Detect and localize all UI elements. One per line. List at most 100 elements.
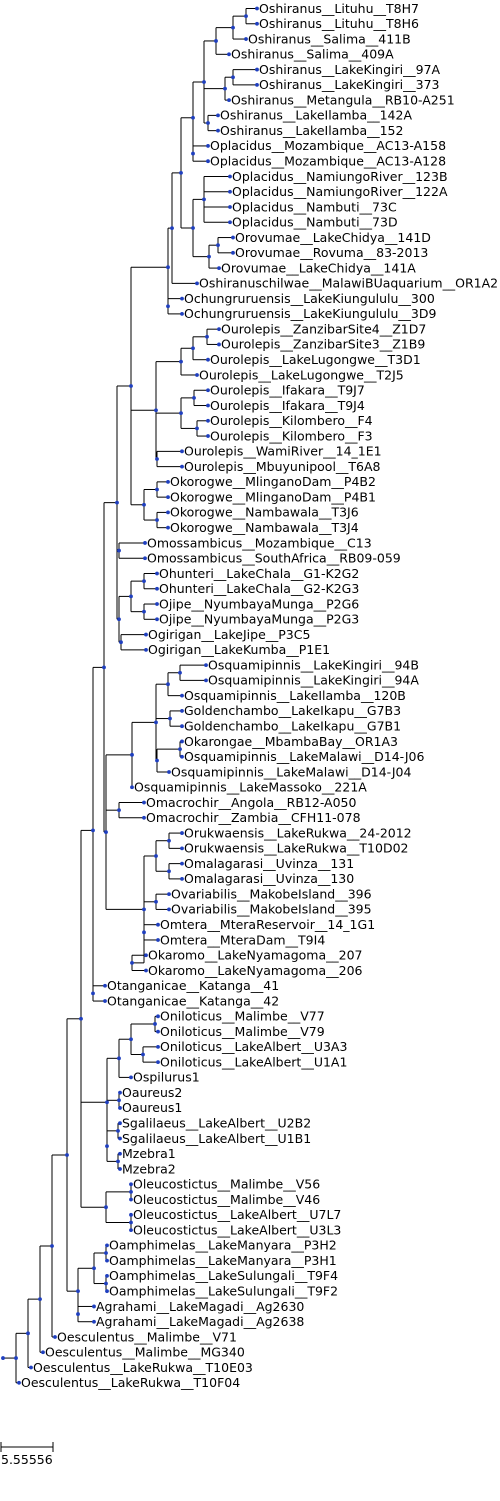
tip-label: Ourolepis__Ifakara__T9J7 xyxy=(210,383,365,398)
tree-node xyxy=(180,724,184,729)
tree-node xyxy=(76,1312,80,1316)
tree-node xyxy=(155,457,159,461)
tree-node xyxy=(231,235,235,240)
tree-node xyxy=(129,1075,133,1080)
tree-node xyxy=(206,434,210,438)
tree-node xyxy=(244,37,248,41)
tree-node xyxy=(156,922,160,927)
tip-label: Ourolepis__ZanzibarSite4__Z1D7 xyxy=(221,321,426,336)
tip-label: Oshiranus__Lituhu__T8H7 xyxy=(259,1,419,16)
tree-node xyxy=(29,1365,33,1370)
tree-node xyxy=(129,1037,133,1042)
tip-label: Orukwaensis__LakeRukwa__24-2012 xyxy=(184,825,412,840)
tree-node xyxy=(206,388,210,393)
tree-node xyxy=(105,1289,109,1294)
tip-label: Oshiranus__Salima__411B xyxy=(248,31,411,46)
tree-node xyxy=(155,518,159,522)
tree-node xyxy=(118,1167,122,1171)
tip-label: Oshiranus__LakeIlamba__152 xyxy=(220,123,403,138)
tree-node xyxy=(180,739,184,744)
tip-label: Oplacidus__NamiungoRiver__122A xyxy=(232,184,448,199)
tree-node xyxy=(102,665,106,670)
tree-node xyxy=(103,983,107,988)
tree-node xyxy=(180,296,184,301)
tree-node xyxy=(244,14,248,19)
tree-node xyxy=(155,617,159,622)
tree-node xyxy=(231,25,235,30)
tree-node xyxy=(144,953,148,958)
tree-node xyxy=(195,373,199,377)
tree-node xyxy=(129,1212,133,1217)
tree-node xyxy=(191,226,195,230)
tree-node xyxy=(204,678,208,683)
tree-node xyxy=(180,312,184,316)
tree-node xyxy=(155,571,159,576)
tip-label: Otanganicae__Katanga__41 xyxy=(107,978,279,993)
tip-label: Oaureus1 xyxy=(122,1100,182,1115)
tip-label: Oplacidus__Nambuti__73C xyxy=(232,199,397,214)
tree-node xyxy=(231,75,235,80)
tree-node xyxy=(142,579,146,584)
tree-node xyxy=(228,174,232,179)
tip-label: Oesculentus__LakeRukwa__T10E03 xyxy=(33,1360,253,1375)
tree-node xyxy=(166,510,170,515)
tree-node xyxy=(130,785,134,790)
tree-node xyxy=(227,52,231,57)
tree-node xyxy=(195,426,199,431)
tree-node xyxy=(231,250,235,255)
tip-label: Ovariabilis__MakobeIsland__395 xyxy=(171,902,372,917)
tree-node xyxy=(91,828,95,833)
tip-label: Ourolepis__Mbuyunipool__T6A8 xyxy=(184,459,381,474)
tip-label: Ourolepis__LakeLugongwe__T2J5 xyxy=(199,367,404,382)
tree-node xyxy=(130,752,134,757)
tree-node xyxy=(142,609,146,614)
tree-node xyxy=(255,67,259,72)
tip-label: Goldenchambo__LakeIkapu__G7B3 xyxy=(184,703,401,718)
tip-label: Oniloticus__Malimbe__V77 xyxy=(160,1009,325,1024)
tree-node xyxy=(227,98,231,103)
tree-nodes xyxy=(1,6,259,1385)
tip-label: Sgalilaeus__LakeAlbert__U1B1 xyxy=(122,1131,311,1146)
tree-node xyxy=(223,86,227,91)
tree-node xyxy=(179,170,183,175)
tree-node xyxy=(129,594,133,599)
tree-node xyxy=(105,1144,109,1149)
tree-node xyxy=(156,1060,160,1065)
tip-label: Ourolepis__Kilombero__F4 xyxy=(210,413,373,428)
tree-node xyxy=(178,670,182,675)
tree-node xyxy=(217,342,221,347)
tip-label: Oniloticus__LakeAlbert__U3A3 xyxy=(160,1039,347,1054)
tip-label: Orovumae__LakeChidya__141A xyxy=(221,260,416,275)
tree-node xyxy=(117,1056,121,1061)
tree-node xyxy=(180,831,184,835)
tip-label: Oesculentus__Malimbe__V71 xyxy=(57,1329,237,1344)
tree-node xyxy=(104,1251,108,1255)
tree-node xyxy=(104,830,108,835)
tree-node xyxy=(41,1350,45,1355)
tree-node xyxy=(178,747,182,751)
tree-node xyxy=(206,159,210,164)
tip-label: Oplacidus__Nambuti__73D xyxy=(232,215,398,230)
tree-node xyxy=(206,418,210,423)
tip-label: Ochungruruensis__LakeKiungululu__3D9 xyxy=(184,306,436,321)
tree-node xyxy=(180,464,184,469)
tip-label: Oniloticus__Malimbe__V79 xyxy=(160,1024,325,1039)
tree-node xyxy=(216,113,220,118)
tree-node xyxy=(103,999,107,1003)
tip-label: Okorogwe__MlinganoDam__P4B2 xyxy=(170,474,376,489)
tip-label: Oshiranus__LakeKingiri__373 xyxy=(259,77,439,92)
tip-label: Oshiranus__Metangula__RB10-A251 xyxy=(231,92,455,107)
tip-label: Okorogwe__MlinganoDam__P4B1 xyxy=(170,489,376,504)
tree-node xyxy=(142,800,146,805)
tip-label: Oshiranus__LakeIlamba__142A xyxy=(220,108,412,123)
tip-label: Ourolepis__Ifakara__T9J4 xyxy=(210,398,365,413)
tree-node xyxy=(104,1281,108,1286)
tip-label: Omtera__MteraDam__T9I4 xyxy=(160,932,325,947)
tip-label: Oniloticus__LakeAlbert__U1A1 xyxy=(160,1054,347,1069)
tree-node xyxy=(192,395,196,400)
tip-label: Mzebra1 xyxy=(122,1146,176,1161)
tree-node xyxy=(216,243,220,248)
tree-node xyxy=(105,1274,109,1278)
tree-node xyxy=(116,1159,120,1164)
